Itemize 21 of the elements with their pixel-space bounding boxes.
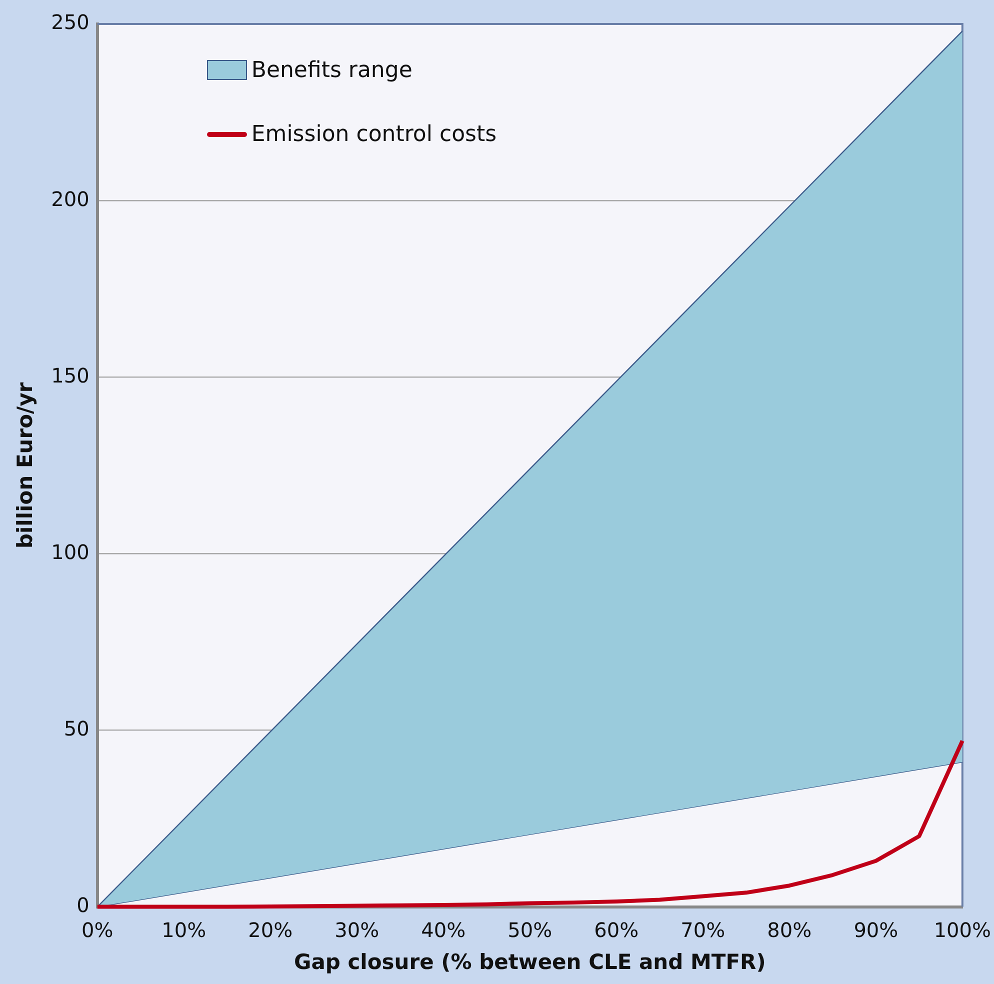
y-tick-label: 250 bbox=[51, 10, 90, 34]
y-tick-label: 150 bbox=[51, 363, 90, 388]
x-tick-label: 60% bbox=[594, 918, 639, 942]
x-tick-label: 10% bbox=[162, 918, 206, 942]
x-axis-title: Gap closure (% between CLE and MTFR) bbox=[294, 950, 766, 974]
y-axis-title: billion Euro/yr bbox=[13, 382, 38, 549]
x-tick-label: 50% bbox=[508, 918, 552, 942]
x-tick-label: 30% bbox=[334, 918, 380, 942]
x-tick-label: 40% bbox=[421, 918, 466, 942]
x-tick-label: 100% bbox=[934, 918, 992, 942]
y-tick-label: 200 bbox=[51, 186, 90, 211]
y-tick-label: 0 bbox=[76, 893, 90, 918]
x-tick-label: 0% bbox=[82, 918, 114, 942]
y-tick-label: 100 bbox=[51, 540, 90, 564]
y-tick-label: 50 bbox=[64, 716, 90, 740]
x-tick-label: 20% bbox=[248, 918, 293, 942]
legend-label: Emission control costs bbox=[251, 122, 497, 146]
x-tick-label: 90% bbox=[854, 918, 898, 942]
legend-label: Benefits range bbox=[251, 58, 412, 82]
x-tick-label: 80% bbox=[767, 918, 812, 942]
x-tick-label: 70% bbox=[680, 918, 726, 942]
